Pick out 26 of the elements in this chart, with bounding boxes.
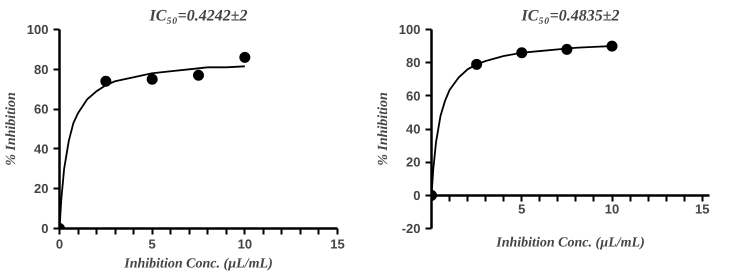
y-tick-label: 40 bbox=[34, 141, 49, 156]
y-tick-label: 0 bbox=[41, 221, 49, 236]
x-tick-label: 5 bbox=[518, 201, 526, 216]
x-tick-label: 10 bbox=[238, 236, 252, 252]
x-axis-title: Inhibition Conc. (µL/mL) bbox=[123, 256, 273, 272]
chart-title: IC₅₀=0.4242±2 bbox=[148, 8, 248, 24]
chart-title: IC₅₀=0.4835±2 bbox=[520, 8, 620, 24]
x-tick-label: 15 bbox=[330, 236, 345, 252]
x-tick-label: 10 bbox=[604, 201, 620, 216]
y-tick-label: 20 bbox=[34, 181, 49, 196]
y-tick-label: 60 bbox=[406, 88, 421, 104]
y-tick-label: 100 bbox=[398, 22, 421, 37]
y-tick-label: 60 bbox=[34, 102, 49, 117]
y-tick-label: 80 bbox=[34, 62, 49, 77]
y-tick-label: 80 bbox=[406, 55, 421, 70]
y-tick-label: -20 bbox=[402, 221, 421, 236]
y-axis-title: % Inhibition bbox=[376, 92, 391, 166]
x-tick-label: 15 bbox=[695, 201, 710, 216]
y-tick-label: 20 bbox=[406, 154, 421, 170]
x-tick-label: 0 bbox=[56, 236, 64, 252]
y-axis-title: % Inhibition bbox=[4, 92, 19, 166]
x-tick-label: 5 bbox=[148, 236, 156, 252]
x-axis-title: Inhibition Conc. (µL/mL) bbox=[495, 236, 645, 250]
y-tick-label: 40 bbox=[406, 122, 421, 136]
y-tick-label: 100 bbox=[26, 22, 49, 37]
y-tick-label: 0 bbox=[413, 188, 421, 203]
